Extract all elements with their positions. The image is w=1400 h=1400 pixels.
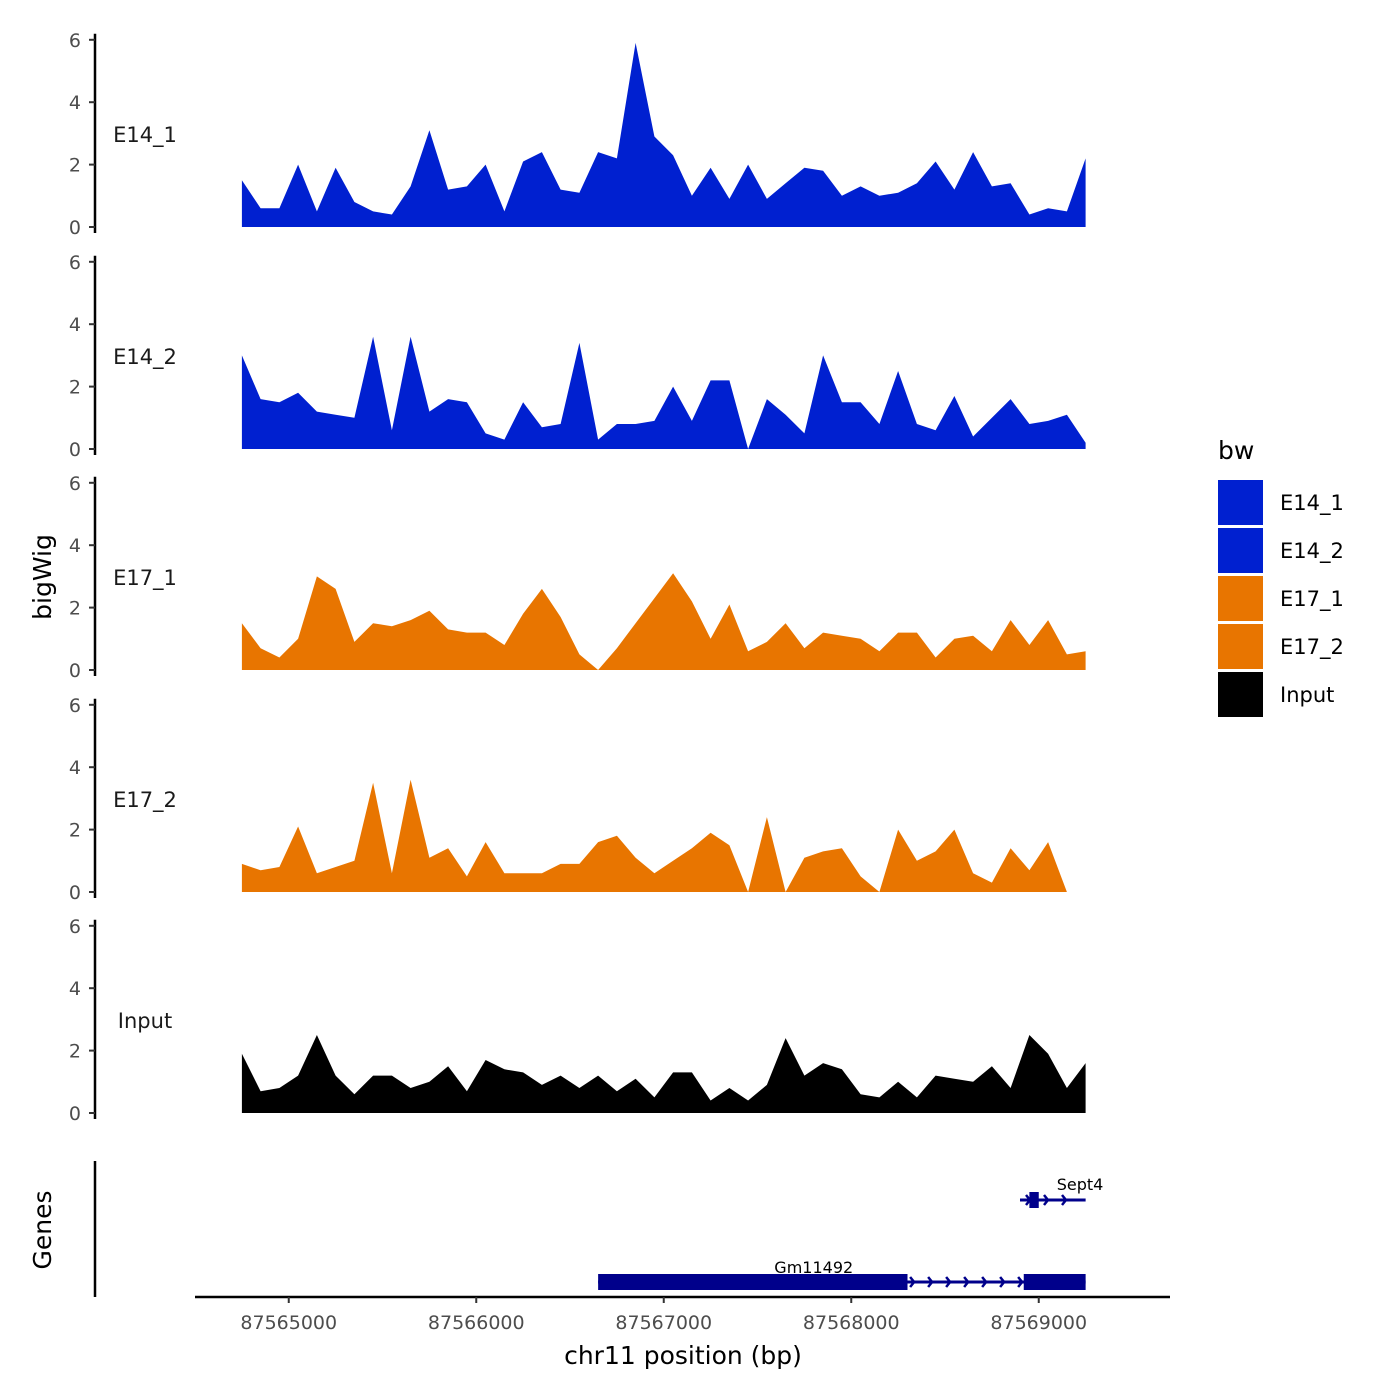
strand-arrow [927, 1276, 934, 1288]
strand-arrow [999, 1276, 1006, 1288]
x-tick-label: 87566000 [428, 1312, 525, 1334]
signal-area-Input [241, 1035, 1086, 1113]
y-tick-label: 6 [69, 252, 81, 274]
legend-key-E14_1 [1218, 480, 1263, 525]
y-tick-label: 6 [69, 695, 81, 717]
track-E14_1: 0 2 4 6 E14_1 [69, 30, 1086, 239]
y-tick-label: 6 [69, 473, 81, 495]
track-Input: 0 2 4 6 Input [69, 916, 1086, 1125]
legend-label: E17_1 [1280, 587, 1344, 612]
x-tick-label: 87565000 [240, 1312, 337, 1334]
y-tick-label: 0 [69, 439, 81, 461]
signal-area-E17_1 [241, 573, 1086, 670]
gene-Gm11492: Gm11492 [598, 1258, 1086, 1290]
y-tick-label: 6 [69, 916, 81, 938]
track-E17_2: 0 2 4 6 E17_2 [69, 695, 1086, 904]
strand-arrow [963, 1276, 970, 1288]
y-tick-label: 4 [69, 978, 81, 1000]
gene-exon [1029, 1192, 1039, 1208]
legend-label: E14_1 [1280, 491, 1344, 516]
y-tick-label: 0 [69, 660, 81, 682]
strand-arrow [1061, 1194, 1068, 1206]
y-tick-label: 0 [69, 882, 81, 904]
legend-label: E14_2 [1280, 539, 1344, 564]
y-tick-label: 4 [69, 314, 81, 336]
x-tick-label: 87568000 [803, 1312, 900, 1334]
track-E17_1: 0 2 4 6 E17_1 [69, 473, 1086, 682]
x-tick-label: 87569000 [990, 1312, 1087, 1334]
y-tick-label: 2 [69, 820, 81, 842]
x-axis-title: chr11 position (bp) [564, 1341, 802, 1370]
gene-label: Sept4 [1057, 1175, 1104, 1194]
strand-arrow [1017, 1276, 1024, 1288]
gene-exon [1023, 1274, 1086, 1290]
strand-arrow [909, 1276, 916, 1288]
y-tick-label: 0 [69, 217, 81, 239]
gene-track: Sept4 Gm11492 [93, 1161, 1103, 1297]
gene-label: Gm11492 [774, 1258, 853, 1277]
y-tick-label: 4 [69, 92, 81, 114]
y-tick-label: 0 [69, 1103, 81, 1125]
y-axis-title: bigWig [28, 534, 57, 620]
y-tick-label: 2 [69, 155, 81, 177]
gene-exon [598, 1274, 908, 1290]
gene-Sept4: Sept4 [1020, 1175, 1103, 1208]
y-tick-label: 2 [69, 598, 81, 620]
legend-key-E14_2 [1218, 528, 1263, 573]
legend-title: bw [1218, 436, 1254, 465]
y-tick-label: 4 [69, 535, 81, 557]
strand-arrow [1043, 1194, 1050, 1206]
track-label: E14_2 [113, 345, 177, 370]
track-E14_2: 0 2 4 6 E14_2 [69, 252, 1086, 461]
signal-area-E14_1 [241, 42, 1086, 228]
strand-arrow [981, 1276, 988, 1288]
legend-label: E17_2 [1280, 635, 1344, 660]
y-tick-label: 2 [69, 1041, 81, 1063]
track-label: Input [118, 1009, 172, 1033]
x-axis: 87565000 87566000 87567000 87568000 87569000 [195, 1295, 1170, 1334]
signal-area-E14_2 [241, 336, 1086, 449]
track-label: E17_2 [113, 788, 177, 813]
track-label: E14_1 [113, 123, 177, 148]
signal-tracks: 0 2 4 6 E14_1 0 2 4 6 E14_2 0 2 4 6 E17_1 0 2 4 6 E17_2 0 2 4 6… [69, 30, 1086, 1125]
legend: bw E14_1 E14_2 E17_1 E17_2 Input [1218, 436, 1344, 717]
legend-key-Input [1218, 672, 1263, 717]
y-tick-label: 6 [69, 30, 81, 52]
genes-axis-title: Genes [28, 1190, 57, 1269]
x-tick-label: 87567000 [615, 1312, 712, 1334]
strand-arrow [945, 1276, 952, 1288]
legend-key-E17_1 [1218, 576, 1263, 621]
legend-label: Input [1280, 683, 1334, 707]
y-tick-label: 4 [69, 757, 81, 779]
signal-area-E17_2 [241, 779, 1086, 892]
track-label: E17_1 [113, 566, 177, 591]
y-tick-label: 2 [69, 377, 81, 399]
legend-key-E17_2 [1218, 624, 1263, 669]
